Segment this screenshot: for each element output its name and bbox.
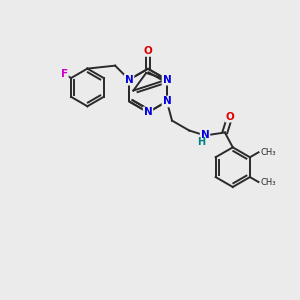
- Text: N: N: [125, 75, 134, 85]
- Text: N: N: [163, 97, 171, 106]
- Text: F: F: [61, 69, 68, 79]
- Text: N: N: [144, 107, 152, 117]
- Text: O: O: [225, 112, 234, 122]
- Text: N: N: [201, 130, 209, 140]
- Text: CH₃: CH₃: [260, 178, 276, 187]
- Text: O: O: [144, 46, 152, 56]
- Text: N: N: [163, 75, 171, 85]
- Text: H: H: [197, 137, 205, 147]
- Text: CH₃: CH₃: [260, 148, 276, 157]
